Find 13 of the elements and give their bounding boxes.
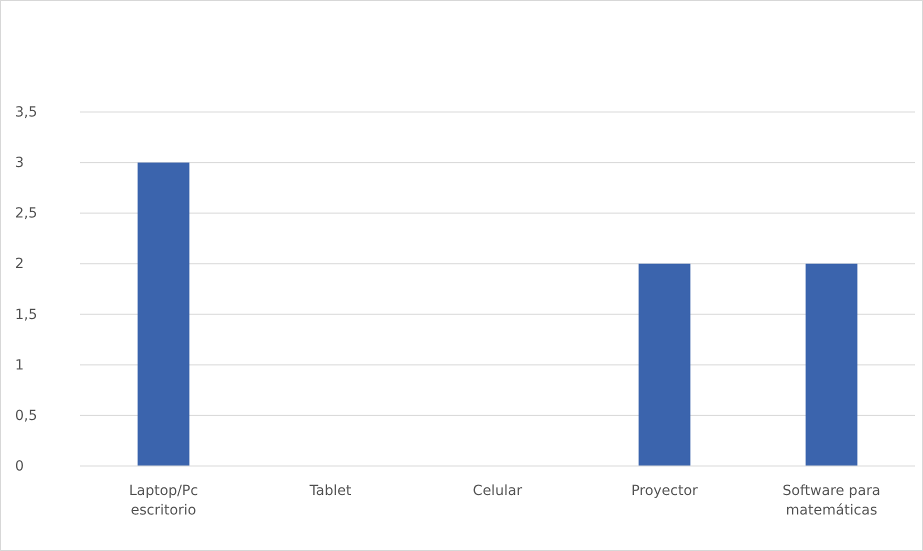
x-tick-label: Celular	[472, 483, 522, 499]
y-tick-label: 1	[15, 357, 24, 374]
y-tick-label: 3	[15, 155, 24, 172]
x-tick-label: Laptop/Pc escritorio	[128, 483, 198, 519]
x-tick-label: Software para matemáticas	[782, 483, 880, 519]
y-tick-label: 3,5	[15, 104, 38, 120]
y-tick-label: 2	[15, 256, 24, 272]
x-tick-label: Tablet	[308, 483, 352, 499]
y-tick-label: 2,5	[15, 206, 38, 222]
y-tick-label: 0,5	[15, 408, 38, 424]
x-tick-label: Proyector	[631, 483, 698, 499]
y-tick-label: 0	[15, 458, 24, 474]
y-tick-label: 1,5	[15, 306, 38, 323]
